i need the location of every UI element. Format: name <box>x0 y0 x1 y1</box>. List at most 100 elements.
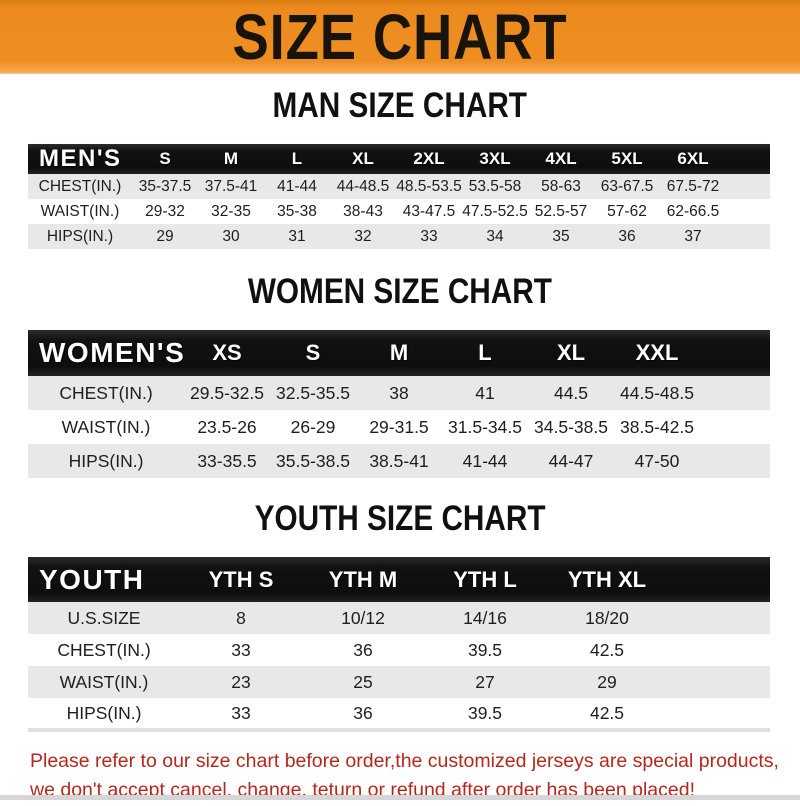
size-cell: 26-29 <box>270 410 356 444</box>
size-cell: 43-47.5 <box>396 199 462 224</box>
row-label: WAIST(IN.) <box>28 199 132 224</box>
mens-column-header: M <box>198 144 264 174</box>
table-row: U.S.SIZE 8 10/12 14/16 18/20 <box>28 602 770 634</box>
row-label: HIPS(IN.) <box>28 698 180 730</box>
table-row: HIPS(IN.) 33 36 39.5 42.5 <box>28 698 770 730</box>
spacer-cell <box>668 666 770 698</box>
size-cell: 38.5-41 <box>356 444 442 478</box>
size-cell: 10/12 <box>302 602 424 634</box>
size-cell: 34 <box>462 224 528 249</box>
size-cell: 31.5-34.5 <box>442 410 528 444</box>
mens-header-row: MEN'S S M L XL 2XL 3XL 4XL 5XL 6XL <box>28 144 770 174</box>
spacer-cell <box>700 444 770 478</box>
youth-size-table: YOUTH YTH S YTH M YTH L YTH XL U.S.SIZE … <box>28 557 770 732</box>
women-section-heading-text: WOMEN SIZE CHART <box>247 272 553 311</box>
size-cell: 41-44 <box>442 444 528 478</box>
size-cell: 31 <box>264 224 330 249</box>
size-cell: 36 <box>594 224 660 249</box>
footer-line-2: we don't accept cancel, change, teturn o… <box>30 779 695 802</box>
size-cell: 47.5-52.5 <box>462 199 528 224</box>
size-cell: 34.5-38.5 <box>528 410 614 444</box>
size-cell: 33-35.5 <box>184 444 270 478</box>
row-label: CHEST(IN.) <box>28 634 180 666</box>
size-cell: 38.5-42.5 <box>614 410 700 444</box>
table-row: WAIST(IN.) 23 25 27 29 <box>28 666 770 698</box>
table-row: CHEST(IN.) 33 36 39.5 42.5 <box>28 634 770 666</box>
womens-column-header: M <box>356 330 442 376</box>
size-cell: 23 <box>180 666 302 698</box>
spacer-cell <box>726 174 770 199</box>
size-cell: 37.5-41 <box>198 174 264 199</box>
size-cell: 32 <box>330 224 396 249</box>
size-cell: 44.5 <box>528 376 614 410</box>
size-cell: 8 <box>180 602 302 634</box>
banner-title: SIZE CHART <box>232 1 568 73</box>
table-row: WAIST(IN.) 29-32 32-35 35-38 38-43 43-47… <box>28 199 770 224</box>
youth-header-row: YOUTH YTH S YTH M YTH L YTH XL <box>28 557 770 602</box>
spacer-cell <box>726 224 770 249</box>
size-cell: 14/16 <box>424 602 546 634</box>
spacer-cell <box>726 144 770 174</box>
size-cell: 32.5-35.5 <box>270 376 356 410</box>
bottom-border-strip <box>0 795 800 800</box>
womens-table-title: WOMEN'S <box>28 330 184 376</box>
mens-column-header: XL <box>330 144 396 174</box>
row-label: WAIST(IN.) <box>28 666 180 698</box>
mens-column-header: 3XL <box>462 144 528 174</box>
size-cell: 37 <box>660 224 726 249</box>
size-cell: 35.5-38.5 <box>270 444 356 478</box>
youth-column-header: YTH XL <box>546 557 668 602</box>
size-cell: 41 <box>442 376 528 410</box>
spacer-cell <box>700 410 770 444</box>
spacer-cell <box>700 330 770 376</box>
mens-column-header: L <box>264 144 330 174</box>
mens-column-header: 5XL <box>594 144 660 174</box>
womens-column-header: L <box>442 330 528 376</box>
man-section-heading: MAN SIZE CHART <box>0 86 800 127</box>
table-row: WAIST(IN.) 23.5-26 26-29 29-31.5 31.5-34… <box>28 410 770 444</box>
size-cell: 42.5 <box>546 698 668 730</box>
row-label: CHEST(IN.) <box>28 174 132 199</box>
mens-column-header: 4XL <box>528 144 594 174</box>
spacer-cell <box>700 376 770 410</box>
size-cell: 41-44 <box>264 174 330 199</box>
size-cell: 57-62 <box>594 199 660 224</box>
size-cell: 29 <box>132 224 198 249</box>
youth-column-header: YTH S <box>180 557 302 602</box>
size-cell: 36 <box>302 698 424 730</box>
size-cell: 42.5 <box>546 634 668 666</box>
size-cell: 30 <box>198 224 264 249</box>
womens-column-header: S <box>270 330 356 376</box>
row-label: HIPS(IN.) <box>28 444 184 478</box>
size-cell: 38 <box>356 376 442 410</box>
youth-section-heading: YOUTH SIZE CHART <box>0 501 800 540</box>
size-cell: 44.5-48.5 <box>614 376 700 410</box>
womens-header-row: WOMEN'S XS S M L XL XXL <box>28 330 770 376</box>
size-cell: 39.5 <box>424 698 546 730</box>
footer-line-1: Please refer to our size chart before or… <box>30 750 779 772</box>
mens-column-header: 2XL <box>396 144 462 174</box>
size-cell: 52.5-57 <box>528 199 594 224</box>
mens-table-title: MEN'S <box>28 144 132 174</box>
youth-table-title: YOUTH <box>28 557 180 602</box>
size-cell: 29-32 <box>132 199 198 224</box>
spacer-cell <box>668 557 770 602</box>
size-cell: 27 <box>424 666 546 698</box>
man-section-heading-text: MAN SIZE CHART <box>272 86 528 125</box>
spacer-cell <box>668 602 770 634</box>
youth-column-header: YTH M <box>302 557 424 602</box>
spacer-cell <box>668 634 770 666</box>
table-row: CHEST(IN.) 35-37.5 37.5-41 41-44 44-48.5… <box>28 174 770 199</box>
womens-column-header: XL <box>528 330 614 376</box>
youth-column-header: YTH L <box>424 557 546 602</box>
womens-column-header: XXL <box>614 330 700 376</box>
table-row: HIPS(IN.) 29 30 31 32 33 34 35 36 37 <box>28 224 770 249</box>
women-section-heading: WOMEN SIZE CHART <box>0 272 800 313</box>
size-cell: 29.5-32.5 <box>184 376 270 410</box>
womens-size-table: WOMEN'S XS S M L XL XXL CHEST(IN.) 29.5-… <box>28 330 770 478</box>
mens-column-header: S <box>132 144 198 174</box>
size-chart-banner: SIZE CHART <box>0 0 800 74</box>
size-cell: 36 <box>302 634 424 666</box>
size-cell: 33 <box>180 634 302 666</box>
